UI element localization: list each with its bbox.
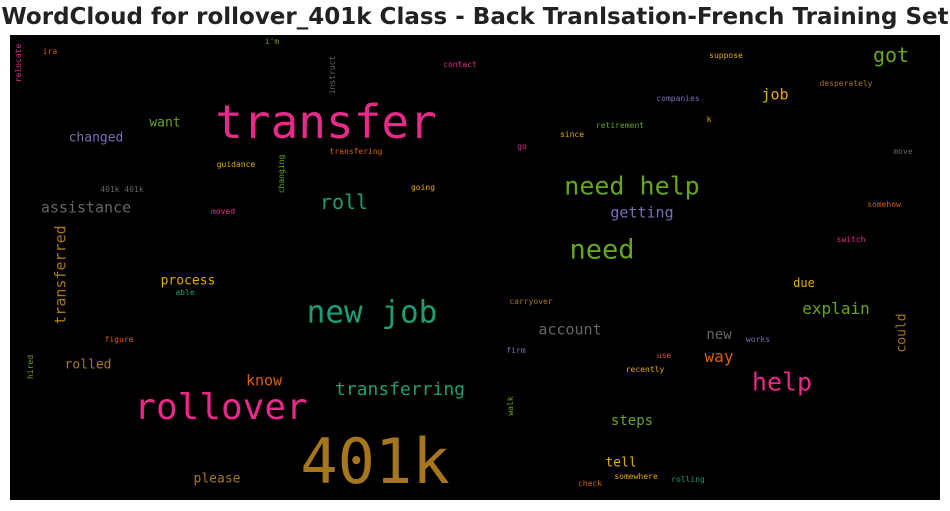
word-need: need: [569, 234, 635, 266]
word-changing: changing: [277, 154, 286, 194]
word-go: go: [517, 142, 527, 151]
word-new-job: new job: [306, 294, 438, 331]
word-explain: explain: [802, 299, 870, 318]
word-i-m: i'm: [264, 37, 280, 46]
word-somewhere: somewhere: [614, 472, 658, 481]
word-due: due: [793, 276, 815, 290]
word-401k: 401k: [300, 425, 450, 498]
word-process: process: [160, 273, 216, 289]
word-tell: tell: [605, 455, 637, 471]
word-since: since: [559, 130, 585, 139]
word-steps: steps: [610, 413, 654, 429]
word-somehow: somehow: [867, 200, 901, 209]
word-roll: roll: [319, 190, 369, 214]
word-figure: figure: [104, 335, 134, 344]
word-getting: getting: [610, 203, 674, 222]
word-help: help: [751, 367, 813, 397]
word-moved: moved: [210, 207, 236, 216]
word-transfer: transfer: [215, 95, 437, 149]
word-instruct: instruct: [328, 55, 337, 95]
word-going: going: [410, 183, 436, 192]
word-carryover: carryover: [509, 297, 553, 306]
word-want: want: [149, 115, 181, 131]
word-ira: ira: [42, 47, 58, 56]
word-rolling: rolling: [671, 475, 705, 484]
word-changed: changed: [68, 130, 124, 146]
word-check: check: [577, 479, 603, 488]
word-job: job: [761, 85, 789, 104]
word-hired: hired: [26, 354, 35, 380]
word-retirement: retirement: [595, 121, 645, 130]
word-know: know: [245, 371, 283, 390]
chart-title: WordCloud for rollover_401k Class - Back…: [1, 4, 949, 30]
word-able: able: [175, 288, 195, 297]
word-transferring: transferring: [334, 379, 466, 400]
word-transferred: transferred: [51, 225, 70, 325]
word-walk: walk: [506, 396, 515, 416]
word-relocate: relocate: [14, 43, 23, 83]
word-guidance: guidance: [216, 160, 256, 169]
word-could: could: [894, 313, 910, 353]
word-need-help: need help: [564, 171, 700, 201]
word-got: got: [872, 43, 910, 67]
word-recently: recently: [625, 365, 665, 374]
word-rolled: rolled: [64, 357, 112, 373]
word-companies: companies: [656, 94, 700, 103]
word-way: way: [704, 347, 734, 366]
word-rollover: rollover: [134, 387, 308, 428]
word-transfering: transfering: [329, 147, 383, 156]
word-switch: switch: [836, 235, 866, 244]
word-401k-401k: 401k 401k: [100, 185, 144, 194]
word-suppose: suppose: [709, 51, 743, 60]
word-firm: firm: [506, 346, 526, 355]
word-contact: contact: [443, 60, 477, 69]
word-desperately: desperately: [819, 79, 873, 88]
word-move: move: [893, 147, 913, 156]
word-k: k: [706, 115, 712, 124]
word-new: new: [706, 327, 732, 343]
word-use: use: [656, 351, 672, 360]
wordcloud-panel: 401k transfer rollover new job need help need…: [10, 35, 940, 500]
word-account: account: [538, 320, 602, 339]
word-please: please: [193, 471, 241, 487]
word-assistance: assistance: [40, 198, 132, 217]
word-works: works: [745, 335, 771, 344]
